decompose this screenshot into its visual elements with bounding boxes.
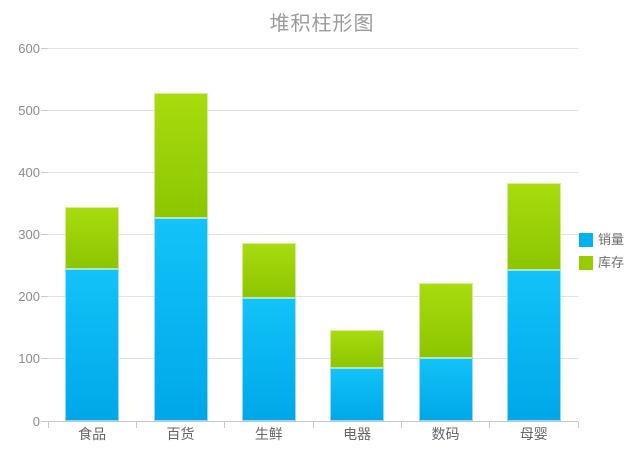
bar-segment-库存[interactable] <box>153 93 208 218</box>
y-axis-label: 500 <box>18 102 40 118</box>
bar-segment-销量[interactable] <box>153 217 208 421</box>
y-axis-tick <box>41 47 48 49</box>
legend-label: 销量 <box>598 232 625 247</box>
x-axis-label: 数码 <box>431 426 460 442</box>
x-axis-tick <box>224 422 226 428</box>
gridline <box>48 171 578 173</box>
bar-segment-库存[interactable] <box>241 243 296 298</box>
bar-segment-销量[interactable] <box>241 297 296 421</box>
x-axis-tick <box>489 422 491 428</box>
bar-segment-销量[interactable] <box>65 268 120 421</box>
y-axis-tick <box>41 234 48 235</box>
x-axis-label: 百货 <box>166 426 195 442</box>
bar-segment-销量[interactable] <box>418 357 473 421</box>
plot-area <box>41 47 579 428</box>
chart-title: 堆积柱形图 <box>269 13 375 35</box>
x-axis-tick <box>312 422 314 428</box>
y-axis-label: 100 <box>18 351 40 367</box>
x-axis-tick <box>135 422 137 428</box>
legend-label: 库存 <box>598 255 625 270</box>
legend: 销量 库存 <box>579 233 624 279</box>
y-axis-tick <box>41 109 48 111</box>
x-axis-label: 食品 <box>78 426 107 442</box>
x-axis-label: 母婴 <box>519 426 548 442</box>
legend-item-库存[interactable]: 库存 <box>579 256 624 270</box>
y-axis-tick <box>41 420 48 422</box>
x-axis-label: 电器 <box>343 426 372 442</box>
gridline <box>48 358 578 360</box>
legend-swatch-icon <box>579 233 593 247</box>
bar-segment-销量[interactable] <box>330 367 385 421</box>
x-axis-tick <box>47 422 49 428</box>
x-axis-label: 生鲜 <box>254 426 283 442</box>
x-axis-tick <box>577 422 579 428</box>
gridline <box>48 47 578 49</box>
legend-item-销量[interactable]: 销量 <box>579 233 624 247</box>
y-axis-label: 600 <box>18 40 40 56</box>
y-axis-label: 200 <box>18 289 40 305</box>
y-axis-label: 300 <box>18 227 40 242</box>
y-axis-label: 400 <box>18 164 40 180</box>
bar-segment-库存[interactable] <box>330 330 385 368</box>
legend-swatch-icon <box>579 256 593 270</box>
gridline <box>48 234 578 235</box>
bar-segment-销量[interactable] <box>506 269 561 421</box>
y-axis-tick <box>41 171 48 173</box>
y-axis-tick <box>41 296 48 298</box>
bar-segment-库存[interactable] <box>418 282 473 358</box>
gridline <box>48 296 578 298</box>
gridline <box>48 109 578 111</box>
bar-segment-库存[interactable] <box>65 206 120 269</box>
bar-segment-库存[interactable] <box>506 182 561 270</box>
x-axis-tick <box>400 422 402 428</box>
y-axis-tick <box>41 358 48 360</box>
y-axis-label: 0 <box>32 413 40 429</box>
